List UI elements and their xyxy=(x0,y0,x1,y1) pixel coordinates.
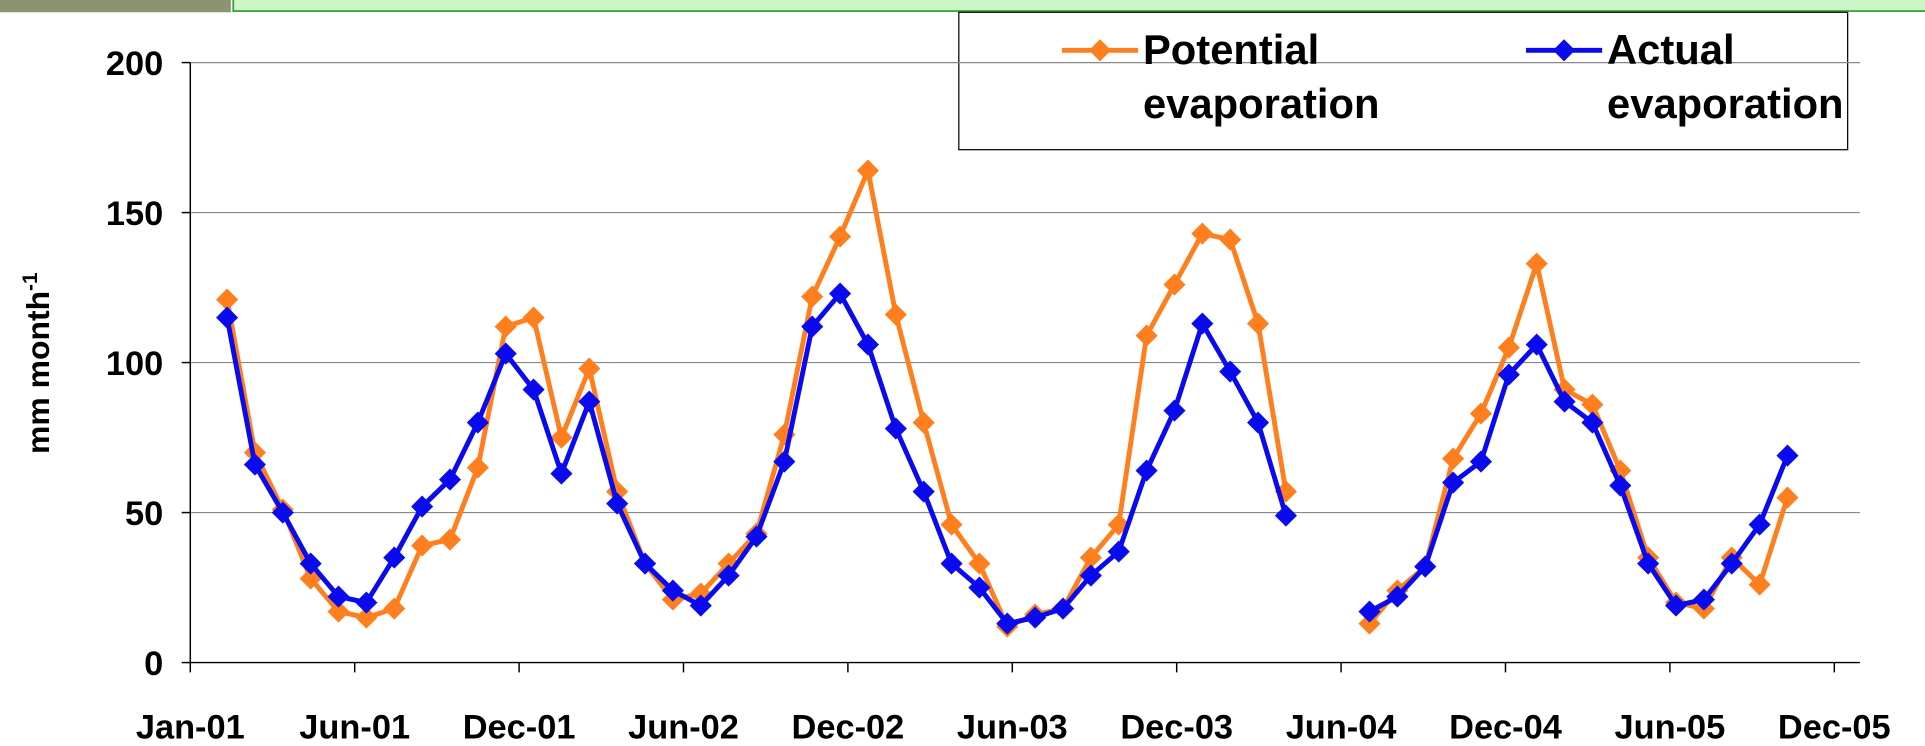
x-tick-label: Jan-01 xyxy=(136,709,245,746)
data-point xyxy=(1247,412,1269,434)
data-point xyxy=(1247,313,1269,335)
data-point xyxy=(1442,448,1464,470)
data-point xyxy=(439,529,461,551)
y-tick-label: 0 xyxy=(144,645,163,683)
data-point xyxy=(411,535,433,557)
x-tick-label: Dec-02 xyxy=(792,709,905,746)
x-tick-label: Jun-03 xyxy=(957,709,1068,746)
x-tick-label: Dec-01 xyxy=(463,709,576,746)
legend-label-line: Potential xyxy=(1143,26,1331,73)
legend-label-line: Actual xyxy=(1607,26,1746,73)
data-point xyxy=(829,226,851,248)
data-point xyxy=(857,334,879,356)
data-point xyxy=(1219,361,1241,383)
data-point xyxy=(1191,223,1213,245)
y-tick-label: 200 xyxy=(106,45,163,83)
data-point xyxy=(1526,253,1548,275)
data-point xyxy=(1024,607,1046,629)
data-point xyxy=(383,598,405,620)
x-tick-label: Dec-04 xyxy=(1449,709,1562,746)
data-point xyxy=(801,286,823,308)
data-point xyxy=(216,307,238,329)
data-point xyxy=(1136,325,1158,347)
data-point xyxy=(1219,229,1241,251)
data-point xyxy=(1470,403,1492,425)
data-point xyxy=(495,316,517,338)
data-point xyxy=(523,307,545,329)
data-point xyxy=(1163,400,1185,422)
data-point xyxy=(913,412,935,434)
data-point xyxy=(550,463,572,485)
y-tick-label: 50 xyxy=(125,495,163,533)
data-point xyxy=(467,457,489,479)
y-axis-label-text: mm month xyxy=(20,291,56,454)
data-point xyxy=(1275,505,1297,527)
chart: mm month-1 0 50 100 150 200 Jan-01 Jun-01 Dec-0… xyxy=(0,0,1925,746)
x-tick-label: Jun-05 xyxy=(1615,709,1726,746)
data-point xyxy=(272,502,294,524)
data-point xyxy=(1191,313,1213,335)
legend-label-line: evaporation xyxy=(1143,80,1380,127)
x-tick-label: Dec-03 xyxy=(1120,709,1233,746)
y-tick-label: 100 xyxy=(106,345,163,383)
y-axis-label-superscript: -1 xyxy=(19,272,42,291)
data-point xyxy=(885,304,907,326)
data-point xyxy=(885,418,907,440)
data-point xyxy=(1358,601,1380,623)
legend-label-line: evaporation xyxy=(1607,80,1844,127)
series-line xyxy=(227,171,1787,627)
data-point xyxy=(578,358,600,380)
data-point xyxy=(913,481,935,503)
data-point xyxy=(1136,460,1158,482)
data-point xyxy=(857,160,879,182)
y-axis-label: mm month-1 xyxy=(19,272,56,454)
data-point xyxy=(1498,337,1520,359)
y-tick-label: 150 xyxy=(106,195,163,233)
data-point xyxy=(383,547,405,569)
data-point xyxy=(1776,487,1798,509)
banner-strip xyxy=(233,0,1925,11)
data-point xyxy=(1163,274,1185,296)
banner-image xyxy=(0,0,231,12)
x-tick-label: Dec-05 xyxy=(1778,709,1891,746)
data-point xyxy=(355,592,377,614)
x-tick-label: Jun-01 xyxy=(299,709,410,746)
x-tick-label: Jun-04 xyxy=(1286,709,1397,746)
x-tick-label: Jun-02 xyxy=(628,709,739,746)
data-point xyxy=(1776,445,1798,467)
